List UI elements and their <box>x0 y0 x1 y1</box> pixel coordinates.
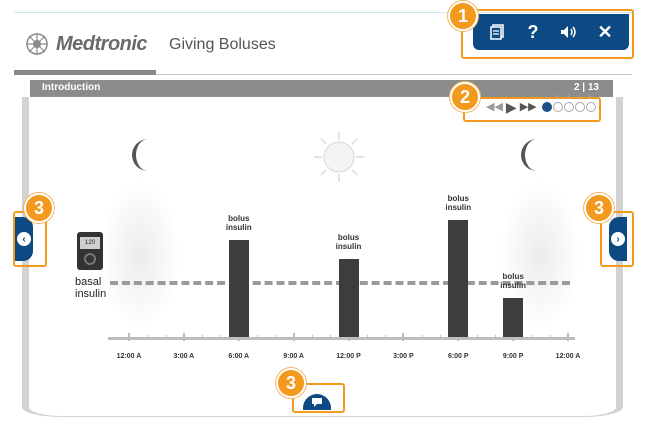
audio-icon <box>561 26 576 38</box>
axis-tick-label: 9:00 A <box>283 353 304 360</box>
axis-tick <box>567 333 569 341</box>
notes-callout-outline <box>292 383 345 413</box>
axis-tick-label: 3:00 P <box>393 353 414 360</box>
axis-minor-tick <box>476 335 478 340</box>
section-bar: Introduction 2 | 13 <box>30 80 613 97</box>
sun-icon <box>314 132 364 182</box>
time-axis <box>108 337 575 340</box>
chevron-right-icon: › <box>611 232 625 246</box>
pump-dial <box>84 253 96 265</box>
axis-tick <box>457 333 460 341</box>
axis-minor-tick <box>439 335 441 340</box>
bolus-bar <box>448 220 469 337</box>
callout-badge-toolbar: 1 <box>448 1 478 31</box>
close-button[interactable]: ✕ <box>591 18 619 46</box>
callout-badge-player: 2 <box>450 82 480 112</box>
speech-bubble-icon <box>312 398 322 407</box>
axis-tick <box>128 333 130 341</box>
insulin-pump-image: 120 <box>77 232 103 270</box>
play-icon[interactable]: ▶ <box>505 99 517 115</box>
page-title: Giving Boluses <box>169 36 276 53</box>
document-button[interactable] <box>483 18 511 46</box>
bolus-bar <box>228 239 249 337</box>
axis-tick-label: 12:00 A <box>116 353 142 360</box>
basal-insulin-label: basal insulin <box>75 276 107 300</box>
audio-button[interactable] <box>555 18 583 46</box>
axis-minor-tick <box>494 335 496 340</box>
axis-minor-tick <box>311 335 313 340</box>
top-accent-line <box>14 12 632 13</box>
axis-minor-tick <box>531 335 533 340</box>
axis-minor-tick <box>366 335 368 340</box>
next-slide-button[interactable]: › <box>609 217 627 261</box>
help-button[interactable]: ? <box>519 18 547 46</box>
axis-tick-label: 3:00 A <box>173 353 195 360</box>
axis-tick-label: 12:00 P <box>336 353 361 360</box>
slide-dots: 1 2 3 4 5 <box>541 95 596 112</box>
axis-minor-tick <box>549 335 551 340</box>
axis-tick <box>237 333 240 341</box>
slide-dot[interactable]: 2 <box>552 95 563 112</box>
axis-tick-label: 6:00 P <box>447 353 469 360</box>
axis-minor-tick <box>202 335 204 340</box>
toolbar-callout-outline <box>461 9 634 59</box>
axis-minor-tick <box>165 335 167 340</box>
axis-tick <box>512 333 515 341</box>
rewind-icon[interactable]: ◀◀ <box>486 100 503 113</box>
bolus-bar-label: bolus insulin <box>445 194 472 212</box>
bolus-bar-label: bolus insulin <box>500 272 527 290</box>
axis-tick <box>402 333 405 341</box>
page-counter: 2 | 13 <box>573 82 599 93</box>
chevron-left-icon: ‹ <box>17 232 31 246</box>
course-toolbar: ? ✕ <box>473 14 629 50</box>
brand-name: Medtronic <box>56 32 148 55</box>
brand-logo: Medtronic <box>24 31 148 57</box>
fast-forward-icon[interactable]: ▶▶ <box>519 100 537 113</box>
notes-button[interactable] <box>303 394 331 410</box>
axis-minor-tick <box>275 335 277 340</box>
axis-minor-tick <box>330 335 332 340</box>
pump-screen: 120 <box>80 237 100 249</box>
slide-dot[interactable]: 3 <box>563 95 574 112</box>
bolus-bar-label: bolus insulin <box>335 233 362 251</box>
help-icon: ? <box>527 21 539 42</box>
axis-minor-tick <box>421 335 423 340</box>
previous-slide-button[interactable]: ‹ <box>15 217 33 261</box>
bolus-bar-label: bolus insulin <box>225 213 252 232</box>
callout-badge-notes: 3 <box>276 368 306 398</box>
slide-dot[interactable]: 4 <box>574 95 585 112</box>
medtronic-logo-icon <box>26 33 48 55</box>
axis-minor-tick <box>257 335 259 340</box>
axis-minor-tick <box>220 335 222 340</box>
moon-right-icon <box>521 139 537 171</box>
axis-tick <box>182 333 185 341</box>
slide-dot[interactable]: 1 <box>541 95 552 112</box>
axis-minor-tick <box>147 335 149 340</box>
night-shade-left <box>100 180 180 330</box>
axis-tick-label: 9:00 P <box>502 353 524 360</box>
axis-tick-label: 12:00 A <box>555 353 581 360</box>
callout-badge-nav-right: 3 <box>584 193 614 223</box>
document-icon <box>490 24 504 40</box>
axis-tick-label: 6:00 A <box>228 353 250 360</box>
active-tab-indicator <box>14 70 156 75</box>
bolus-bar <box>503 298 524 337</box>
moon-left-icon <box>132 139 148 171</box>
axis-tick <box>347 333 350 341</box>
section-title: Introduction <box>42 82 101 93</box>
close-icon: ✕ <box>597 21 613 42</box>
axis-tick <box>292 333 295 341</box>
slide-dot[interactable]: 5 <box>585 95 596 112</box>
slide-player-controls: ◀◀ ▶ ▶▶ 1 2 3 4 5 <box>486 95 596 115</box>
callout-badge-nav-left: 3 <box>24 193 54 223</box>
axis-minor-tick <box>385 335 387 340</box>
bolus-bar <box>338 259 359 337</box>
nav-right-callout-outline <box>600 211 634 267</box>
